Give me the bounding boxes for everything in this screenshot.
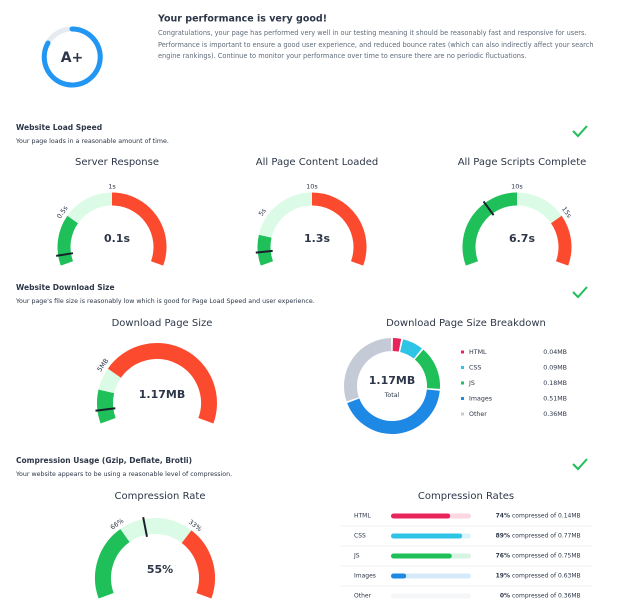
rate-percent: 76% — [496, 553, 510, 560]
gauge-tick-label: 5s — [257, 206, 268, 217]
gauge-title: All Page Content Loaded — [256, 157, 378, 168]
donut-segment — [414, 349, 440, 389]
section-title: Website Load Speed — [16, 123, 102, 132]
donut-segment — [392, 338, 402, 352]
rate-name: CSS — [354, 533, 366, 540]
rate-percent: 74% — [496, 513, 510, 520]
rate-track — [391, 573, 471, 579]
grade: A+ — [61, 50, 84, 66]
header-text: Congratulations, your page has performed… — [158, 29, 594, 60]
legend-marker — [461, 350, 464, 354]
rate-bar — [391, 533, 463, 539]
gauge-needle — [482, 200, 495, 216]
legend-value: 0.18MB — [543, 380, 567, 387]
legend-name: CSS — [469, 365, 481, 372]
rate-name: Images — [354, 573, 376, 580]
donut-segment — [399, 339, 422, 359]
gauge-value: 1.17MB — [139, 388, 185, 401]
gauge-needle — [56, 252, 74, 257]
legend-marker — [461, 412, 464, 416]
legend-marker — [461, 397, 464, 400]
gauge-band — [98, 368, 122, 394]
gauge-band — [57, 215, 79, 266]
gauge-band — [550, 215, 572, 266]
rate-percent: 19% — [496, 573, 510, 580]
section-title: Compression Usage (Gzip, Deflate, Brotli… — [16, 456, 192, 465]
section-subtitle: Your website appears to be using a reaso… — [15, 471, 232, 478]
section-subtitle: Your page loads in a reasonable amount o… — [15, 138, 169, 145]
legend-value: 0.04MB — [543, 349, 567, 356]
legend-value: 0.51MB — [543, 396, 567, 403]
legend-marker — [461, 381, 464, 385]
gauge-band — [181, 530, 215, 599]
gauge-band — [67, 192, 113, 224]
gauge-band — [257, 234, 274, 266]
gauge-band — [107, 343, 217, 424]
gauge-tick-label: 10s — [306, 183, 318, 191]
rate-percent: 89% — [496, 533, 510, 540]
gauge-value: 0.1s — [104, 232, 130, 245]
gauge-value: 1.3s — [304, 232, 330, 245]
rate-bar — [391, 513, 451, 519]
legend-name: HTML — [469, 349, 487, 356]
gauge-title: All Page Scripts Complete — [458, 157, 587, 168]
rate-track — [391, 593, 471, 599]
section-subtitle: Your page's file size is reasonably low … — [15, 298, 315, 305]
rate-bar — [391, 573, 407, 579]
rate-percent: 0% — [500, 593, 510, 600]
gauge-title: Server Response — [75, 157, 159, 168]
gauge-band — [516, 192, 562, 224]
gauge-tick-label: 1s — [108, 183, 116, 191]
rate-text: compressed of 0.14MB — [512, 513, 581, 520]
section-title: Website Download Size — [16, 283, 115, 292]
rate-text: compressed of 0.63MB — [512, 573, 581, 580]
gauge-band — [258, 192, 313, 238]
legend-marker — [461, 366, 464, 369]
gauge-band — [311, 192, 367, 266]
rate-bar — [391, 553, 452, 559]
rate-text: compressed of 0.77MB — [512, 533, 581, 540]
gauge-needle — [142, 516, 148, 537]
donut-caption: Total — [384, 392, 400, 399]
rate-text: compressed of 0.36MB — [512, 593, 581, 600]
gauge-band — [111, 192, 167, 266]
rates-title: Compression Rates — [418, 491, 514, 502]
gauge-tick-label: 10s — [511, 183, 523, 191]
rate-name: JS — [353, 553, 360, 560]
donut-total: 1.17MB — [369, 374, 415, 387]
breakdown-title: Download Page Size Breakdown — [386, 318, 546, 329]
legend-value: 0.09MB — [543, 365, 567, 372]
gauge-band — [97, 389, 116, 424]
check-icon — [572, 286, 588, 299]
rate-name: HTML — [354, 513, 371, 520]
check-icon — [572, 458, 588, 471]
gauge-title: Download Page Size — [112, 318, 213, 329]
gauge-title: Compression Rate — [115, 491, 206, 502]
gauge-band — [95, 528, 130, 599]
legend-name: Images — [469, 396, 492, 403]
check-icon — [572, 125, 588, 138]
legend-name: JS — [468, 380, 475, 387]
donut-segment — [347, 389, 440, 434]
gauge-band — [120, 518, 192, 544]
grade-ring — [41, 26, 103, 88]
legend-name: Other — [469, 411, 487, 418]
gauge-band — [462, 192, 518, 266]
header-title: Your performance is very good! — [157, 14, 327, 25]
rate-name: Other — [354, 593, 372, 600]
gauge-value: 55% — [147, 563, 173, 576]
donut-segment — [344, 338, 392, 402]
legend-value: 0.36MB — [543, 411, 567, 418]
rate-text: compressed of 0.75MB — [512, 553, 581, 560]
gauge-needle — [95, 407, 116, 412]
gauge-needle — [255, 249, 273, 254]
gauge-value: 6.7s — [509, 232, 535, 245]
